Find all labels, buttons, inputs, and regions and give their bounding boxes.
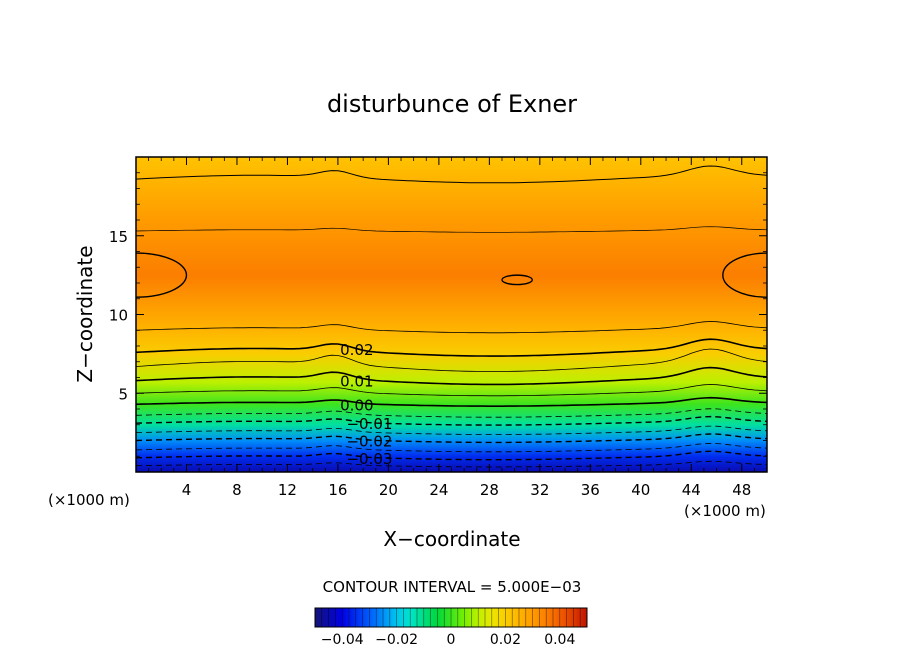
plot-area <box>136 157 767 472</box>
y-tick-label: 5 <box>118 385 128 403</box>
contour-line <box>136 442 767 453</box>
x-tick-label: 40 <box>631 481 650 499</box>
colorbar-tick-label: 0 <box>447 632 456 648</box>
y-axis-label: Z−coordinate <box>73 245 97 382</box>
contour-line <box>136 396 767 407</box>
contour-closed <box>501 274 533 286</box>
colorbar-tick-label: 0.02 <box>490 632 521 648</box>
contour-line <box>136 165 767 184</box>
x-tick-label: 4 <box>182 481 192 499</box>
contour-label: −0.02 <box>346 433 392 451</box>
x-tick-label: 36 <box>581 481 600 499</box>
contour-line <box>136 338 767 357</box>
contour-line <box>136 433 767 444</box>
x-tick-label: 28 <box>480 481 499 499</box>
colorbar-tick-label: 0.04 <box>544 632 575 648</box>
x-tick-label: 44 <box>682 481 701 499</box>
x-unit-left: (×1000 m) <box>48 491 130 509</box>
contour-line <box>136 450 767 461</box>
contour-line <box>136 384 767 397</box>
x-tick-label: 12 <box>278 481 297 499</box>
contour-line <box>136 408 767 418</box>
colorbar-bands <box>321 608 581 627</box>
x-tick-label: 32 <box>530 481 549 499</box>
contour-line <box>136 415 767 426</box>
contour-line <box>136 226 767 233</box>
contour-closed <box>722 252 767 298</box>
y-tick-label: 15 <box>109 228 128 246</box>
colorbar-ticks: −0.04 −0.02 0 0.02 0.04 <box>321 632 576 648</box>
contour-label: 0.00 <box>340 396 373 414</box>
x-tick-label: 8 <box>232 481 242 499</box>
y-tick-label: 10 <box>109 307 128 325</box>
contour-label: −0.01 <box>346 415 392 433</box>
contour-label: 0.02 <box>340 341 373 359</box>
x-axis-ticks: 4 8 12 16 20 24 28 32 36 40 44 48 <box>148 157 755 499</box>
contour-line <box>136 460 767 468</box>
contour-label-layer: 0.02 0.01 0.00−0.01−0.02−0.03 <box>340 341 392 468</box>
contour-line <box>136 425 767 435</box>
x-tick-label: 48 <box>732 481 751 499</box>
contour-line <box>136 321 767 334</box>
contour-label: −0.03 <box>346 450 392 468</box>
contour-label: 0.01 <box>340 373 373 391</box>
x-tick-label: 24 <box>429 481 448 499</box>
chart-title: disturbunce of Exner <box>327 90 577 118</box>
contour-interval-note: CONTOUR INTERVAL = 5.000E−03 <box>323 578 582 596</box>
contour-line <box>136 348 767 372</box>
y-axis-ticks: 5 10 15 <box>109 172 767 457</box>
contour-line <box>136 366 767 386</box>
x-unit-right: (×1000 m) <box>684 502 766 520</box>
x-axis-label: X−coordinate <box>383 527 520 551</box>
colorbar-tick-label: −0.02 <box>375 632 418 648</box>
x-tick-label: 16 <box>328 481 347 499</box>
colorbar-frame <box>314 607 588 628</box>
x-tick-label: 20 <box>379 481 398 499</box>
contour-field <box>136 157 767 472</box>
colorbar-tick-label: −0.04 <box>321 632 364 648</box>
contour-lines <box>136 165 767 468</box>
